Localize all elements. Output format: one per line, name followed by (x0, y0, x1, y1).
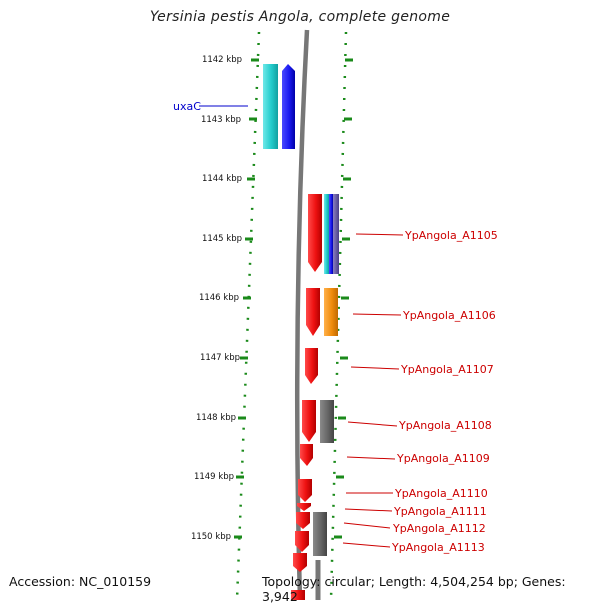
gene-feature-purple[interactable] (333, 194, 339, 274)
tick-marks-left (234, 58, 259, 539)
gene-label-a1110[interactable]: YpAngola_A1110 (394, 487, 488, 500)
gene-feature-a1107[interactable] (305, 348, 318, 384)
accession-text: Accession: NC_010159 (9, 574, 152, 589)
gene-feature-lower[interactable] (293, 553, 307, 572)
gene-feature-cyan-small[interactable] (324, 194, 329, 274)
right-dotted-guide (329, 31, 348, 600)
gene-label-a1105[interactable]: YpAngola_A1105 (404, 229, 498, 242)
gene-label-a1108[interactable]: YpAngola_A1108 (398, 419, 492, 432)
gene-feature-gray[interactable] (320, 400, 334, 443)
gene-label-a1113[interactable]: YpAngola_A1113 (391, 541, 485, 554)
tick-label: 1144 kbp (202, 174, 242, 184)
gene-feature-bottom[interactable] (291, 590, 305, 600)
tick-label: 1146 kbp (199, 293, 239, 303)
gene-feature-a1106[interactable] (306, 288, 320, 336)
gene-feature-a1108[interactable] (302, 400, 316, 442)
left-dotted-guide (235, 31, 261, 600)
tick-label: 1147 kbp (200, 353, 240, 363)
gene-feature-uxac[interactable] (282, 64, 295, 149)
gene-label-a1109[interactable]: YpAngola_A1109 (396, 452, 490, 465)
label-connectors-right (342, 233, 404, 548)
tick-label: 1150 kbp (191, 532, 231, 542)
gene-feature-a1110[interactable] (298, 479, 312, 502)
gene-feature-a1109[interactable] (300, 444, 313, 466)
gene-feature-orange[interactable] (324, 288, 338, 336)
tick-label: 1148 kbp (196, 413, 236, 423)
gene-feature-cyan[interactable] (263, 64, 278, 149)
gene-feature-a1105[interactable] (308, 194, 322, 272)
gene-label-a1111[interactable]: YpAngola_A1111 (393, 505, 487, 518)
tick-label: 1149 kbp (194, 472, 234, 482)
gene-label-a1112[interactable]: YpAngola_A1112 (392, 522, 486, 535)
gene-feature-a1112[interactable] (296, 512, 310, 529)
gene-feature-blue-small[interactable] (329, 194, 333, 274)
gene-feature-a1113[interactable] (295, 531, 309, 552)
tick-marks-right (334, 58, 353, 539)
tick-label: 1143 kbp (201, 115, 241, 125)
gene-feature-a1111[interactable] (297, 503, 311, 511)
gene-label-uxac[interactable]: uxaC (173, 100, 201, 113)
gene-label-a1107[interactable]: YpAngola_A1107 (400, 363, 494, 376)
tick-label: 1145 kbp (202, 234, 242, 244)
map-title: Yersinia pestis Angola, complete genome (149, 9, 451, 25)
tick-label: 1142 kbp (202, 55, 242, 65)
gene-label-a1106[interactable]: YpAngola_A1106 (402, 309, 496, 322)
gene-feature-gray-lower[interactable] (313, 512, 327, 556)
